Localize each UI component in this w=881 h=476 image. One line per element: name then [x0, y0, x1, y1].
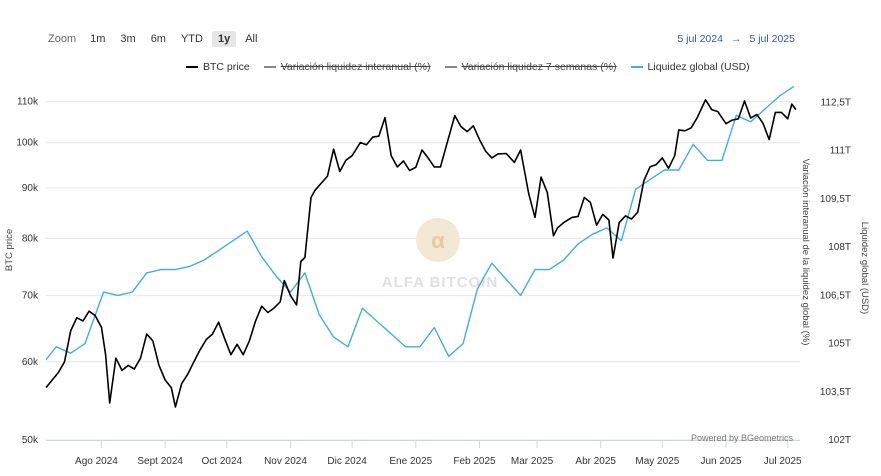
- zoom-3m-button[interactable]: 3m: [120, 33, 136, 45]
- x-tick-label: Ago 2024: [75, 456, 118, 467]
- legend-swatch-global-liquidity: [630, 66, 643, 68]
- x-tick-label: Jun 2025: [700, 456, 742, 467]
- left-tick-label: 60k: [22, 357, 39, 368]
- series-global-liquidity: [45, 85, 795, 361]
- date-range: 5 jul 2024 → 5 jul 2025: [677, 33, 795, 45]
- series-btc-price: [45, 99, 797, 408]
- right-tick-label: 111T: [830, 146, 851, 157]
- legend-item-global-liquidity[interactable]: Liquidez global (USD): [630, 61, 750, 73]
- left-axis-title: BTC price: [4, 229, 15, 271]
- right-tick-label: 108T: [828, 242, 851, 253]
- right-tick-label: 109,5T: [820, 194, 851, 205]
- right-axis: 102T 103,5T 105T 106,5T 108T 109,5T 111T 112,5T: [820, 98, 851, 447]
- credit-text[interactable]: Powered by BGeometrics: [691, 433, 794, 443]
- zoom-6m-button[interactable]: 6m: [150, 33, 166, 45]
- x-tick-label: Mar 2025: [511, 456, 554, 467]
- left-tick-label: 50k: [22, 435, 39, 446]
- right-tick-label: 103,5T: [820, 387, 851, 398]
- x-tick-label: Ene 2025: [389, 456, 432, 467]
- right-axis-title-yoy: Variación interanual de la liquidez glob…: [800, 159, 811, 346]
- x-tick-label: Abr 2025: [575, 456, 616, 467]
- left-tick-label: 110k: [17, 97, 39, 108]
- date-range-to[interactable]: 5 jul 2025: [749, 33, 795, 45]
- right-tick-label: 102T: [828, 435, 851, 446]
- watermark-text: ALFA BITCOIN: [382, 274, 498, 291]
- zoom-label: Zoom: [48, 33, 77, 45]
- zoom-all-button[interactable]: All: [245, 33, 258, 45]
- x-tick-label: Sept 2024: [137, 456, 183, 467]
- zoom-1y-button[interactable]: 1y: [211, 31, 237, 47]
- x-tick-label: Feb 2025: [453, 456, 496, 467]
- date-range-arrow: →: [730, 33, 742, 45]
- legend-swatch-btc-price: [186, 66, 198, 68]
- x-tick-label: Nov 2024: [264, 456, 307, 467]
- series-line: [45, 99, 797, 408]
- legend-label-btc-price: BTC price: [203, 61, 250, 73]
- watermark: α ALFA BITCOIN: [382, 218, 498, 291]
- zoom-toolbar: Zoom 1m 3m 6m YTD 1y All: [48, 30, 266, 48]
- x-tick-label: May 2025: [635, 456, 679, 467]
- right-axis-title-liquidity: Liquidez global (USD): [859, 222, 870, 314]
- legend-label-liquidity-7w: Variación liquidez 7 semanas (%): [461, 61, 617, 73]
- legend-item-liquidity-yoy[interactable]: Variación liquidez interanual (%): [263, 61, 431, 73]
- left-tick-label: 100k: [16, 138, 39, 149]
- left-tick-label: 80k: [22, 233, 39, 244]
- zoom-ytd-button[interactable]: YTD: [180, 33, 203, 45]
- right-tick-label: 112,5T: [821, 98, 851, 109]
- x-tick-label: Dic 2024: [327, 456, 367, 467]
- legend-swatch-liquidity-yoy: [263, 66, 276, 68]
- x-tick-label: Oct 2024: [201, 456, 242, 467]
- x-axis: Ago 2024 Sept 2024 Oct 2024 Nov 2024 Dic 202…: [75, 440, 802, 467]
- left-tick-label: 90k: [22, 183, 39, 194]
- left-axis: 50k 60k 70k 80k 90k 100k 110k: [16, 97, 39, 446]
- x-tick-label: Jul 2025: [764, 456, 802, 467]
- chart-legend: BTC price Variación liquidez interanual …: [186, 61, 764, 73]
- zoom-1m-button[interactable]: 1m: [90, 33, 106, 45]
- legend-item-liquidity-7w[interactable]: Variación liquidez 7 semanas (%): [444, 61, 617, 73]
- gridlines: [46, 101, 800, 441]
- legend-item-btc-price[interactable]: BTC price: [186, 61, 250, 73]
- right-tick-label: 105T: [828, 339, 851, 350]
- right-tick-label: 106,5T: [820, 290, 851, 301]
- legend-label-liquidity-yoy: Variación liquidez interanual (%): [280, 61, 431, 73]
- watermark-logo-letter-icon: α: [431, 228, 445, 253]
- left-tick-label: 70k: [22, 291, 39, 302]
- legend-swatch-liquidity-7w: [444, 66, 457, 68]
- date-range-from[interactable]: 5 jul 2024: [677, 33, 723, 45]
- legend-label-global-liquidity: Liquidez global (USD): [647, 61, 750, 73]
- watermark-logo-icon: [416, 218, 460, 262]
- series-line: [45, 85, 795, 361]
